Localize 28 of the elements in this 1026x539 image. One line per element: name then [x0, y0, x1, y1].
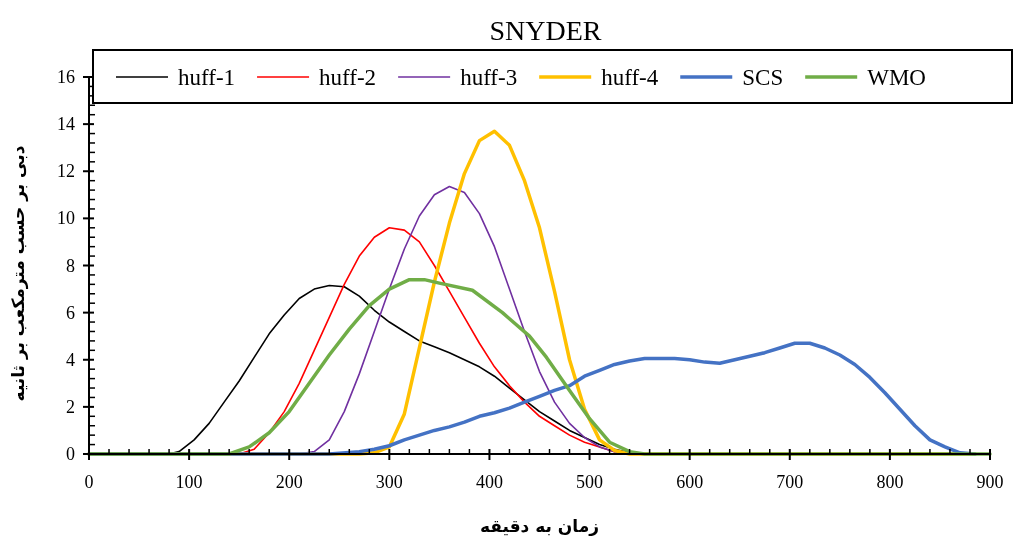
y-axis-title: دبی بر حسب مترمکعب بر ثانیه	[8, 145, 29, 402]
y-tick-label: 2	[66, 396, 75, 417]
x-tick-label: 500	[576, 472, 604, 492]
legend-label: huff-2	[319, 65, 377, 90]
y-tick-label: 4	[66, 349, 75, 370]
x-tick-label: 900	[976, 472, 1004, 492]
y-tick-label: 0	[66, 444, 75, 464]
y-tick-label: 6	[66, 302, 75, 323]
y-tick-label: 14	[57, 114, 75, 135]
legend-label: huff-1	[178, 65, 236, 90]
x-tick-label: 0	[84, 472, 94, 492]
x-tick-label: 100	[175, 472, 203, 492]
legend-label: huff-3	[460, 65, 518, 90]
y-tick-label: 12	[57, 161, 75, 182]
x-tick-label: 700	[776, 472, 804, 492]
x-tick-label: 800	[876, 472, 904, 492]
x-tick-label: 400	[475, 472, 503, 492]
x-tick-label: 200	[275, 472, 303, 492]
legend-label: huff-4	[601, 65, 659, 90]
y-tick-label: 8	[66, 255, 75, 276]
x-tick-label: 600	[676, 472, 704, 492]
legend-label: WMO	[867, 65, 926, 90]
chart-title: SNYDER	[489, 15, 602, 46]
legend-label: SCS	[742, 65, 784, 90]
x-tick-label: 300	[375, 472, 403, 492]
x-axis-title: زمان به دقیقه	[479, 516, 600, 536]
y-tick-label: 10	[57, 208, 75, 229]
y-tick-label: 16	[57, 67, 75, 87]
